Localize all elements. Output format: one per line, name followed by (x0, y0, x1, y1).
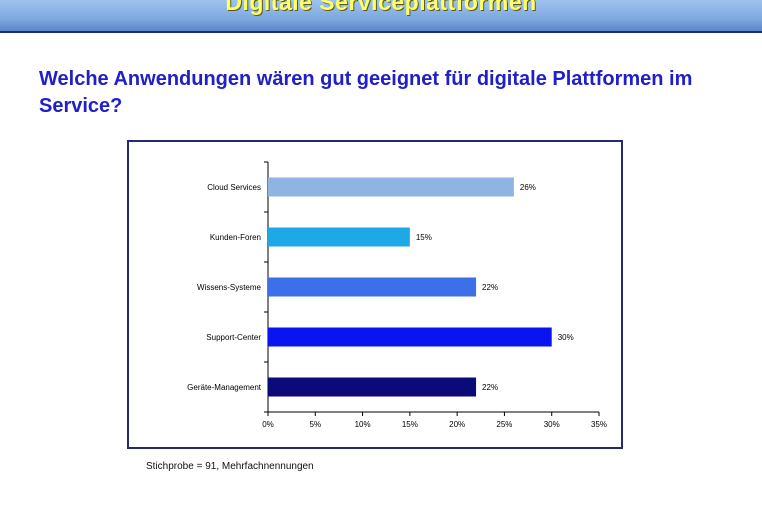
x-tick-label: 20% (449, 420, 465, 429)
category-label: Cloud Services (207, 183, 261, 192)
category-label: Geräte-Management (187, 383, 262, 392)
data-label: 22% (482, 383, 498, 392)
bar (268, 277, 477, 297)
x-tick-label: 15% (402, 420, 418, 429)
data-label: 26% (520, 183, 536, 192)
data-label: 15% (416, 233, 432, 242)
x-tick-label: 25% (496, 420, 512, 429)
banner-title: Digitale Serviceplattformen (225, 0, 537, 15)
chart-frame: 0% 5% 10% 15% 20% 25% 30% 35% Cloud Services 26% K… (127, 140, 623, 449)
bar (268, 227, 410, 247)
top-banner: Digitale Serviceplattformen (0, 0, 762, 33)
bar-chart: 0% 5% 10% 15% 20% 25% 30% 35% Cloud Services 26% K… (187, 161, 607, 429)
category-label: Support-Center (206, 333, 261, 342)
data-label: 30% (558, 333, 574, 342)
bar (268, 327, 552, 347)
x-tick-label: 35% (591, 420, 607, 429)
question-heading: Welche Anwendungen wären gut geeignet fü… (39, 68, 693, 117)
category-label: Wissens-Systeme (197, 283, 262, 292)
bar (268, 177, 514, 197)
x-tick-label: 5% (310, 420, 322, 429)
data-label: 22% (482, 283, 498, 292)
x-tick-label: 0% (262, 420, 274, 429)
category-label: Kunden-Foren (210, 233, 261, 242)
x-tick-label: 10% (355, 420, 371, 429)
x-tick-label: 30% (544, 420, 560, 429)
footnote: Stichprobe = 91, Mehrfachnennungen (146, 461, 314, 472)
bar (268, 377, 477, 397)
